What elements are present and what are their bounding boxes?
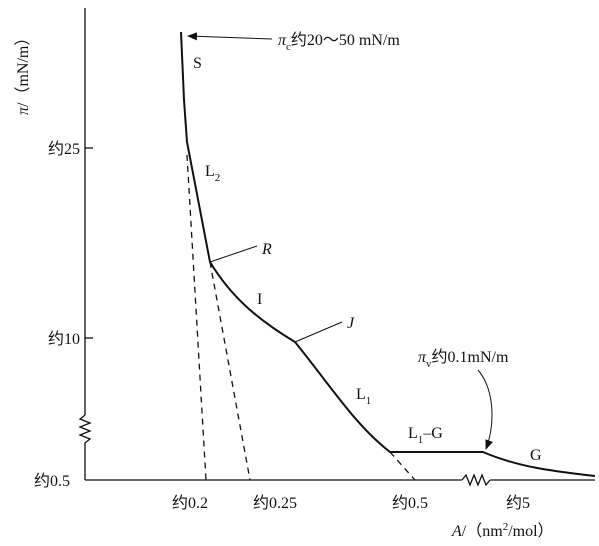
region-sub: 1	[418, 434, 424, 446]
y-label: 约25	[48, 140, 80, 158]
y-axis-break	[78, 414, 92, 448]
annotation-symbol: π	[278, 32, 287, 49]
region-sub: 1	[366, 395, 372, 407]
point-label: J	[347, 315, 355, 332]
arrow	[477, 369, 493, 450]
region-rest: –G	[422, 425, 443, 442]
annotation: πc约20～50 mN/m	[278, 31, 400, 53]
annotation-sub: v	[426, 358, 432, 370]
annotation-text: 约20～50 mN/m	[291, 31, 400, 49]
x-title: A/（nm2/mol）	[451, 521, 554, 540]
region-label: L1	[356, 386, 371, 407]
region-label: L2	[205, 163, 220, 184]
region-label: I	[257, 291, 262, 308]
region-main: L	[205, 163, 215, 180]
y-title-symbol: π	[15, 106, 32, 115]
annotation-symbol: π	[418, 349, 427, 366]
y-label: 约10	[48, 330, 80, 348]
y-title-unit: /（mN/m）	[14, 30, 32, 107]
region-label: L1–G	[408, 425, 443, 446]
x-label: 约0.2	[172, 494, 208, 512]
x-axis-break	[461, 473, 491, 487]
x-title-unit: /（nm	[462, 522, 503, 540]
extrapolation	[389, 451, 416, 481]
leader-line	[294, 321, 343, 343]
region-main: L	[408, 425, 418, 442]
region-label: G	[530, 447, 542, 464]
y-title: π/（mN/m）	[14, 30, 32, 115]
extrapolation	[209, 261, 251, 481]
x-title-symbol: A	[451, 523, 462, 540]
annotation: πv约0.1mN/m	[418, 348, 509, 370]
y-label: 约0.5	[34, 472, 70, 490]
x-label: 约0.25	[253, 494, 297, 512]
x-title-unit-end: /mol）	[508, 522, 553, 540]
annotation-sub: c	[286, 41, 291, 53]
region-label: S	[193, 55, 202, 72]
isotherm-curve	[180, 31, 596, 477]
leader-line	[209, 245, 258, 263]
x-title-sup: 2	[503, 521, 509, 533]
annotation-text: 约0.1mN/m	[432, 348, 509, 366]
arrow	[187, 32, 273, 41]
extrapolation	[186, 154, 207, 481]
x-label: 约5	[506, 494, 530, 512]
region-sub: 2	[215, 172, 221, 184]
point-label: R	[261, 241, 272, 258]
x-label: 约0.5	[392, 494, 428, 512]
region-main: L	[356, 386, 366, 403]
